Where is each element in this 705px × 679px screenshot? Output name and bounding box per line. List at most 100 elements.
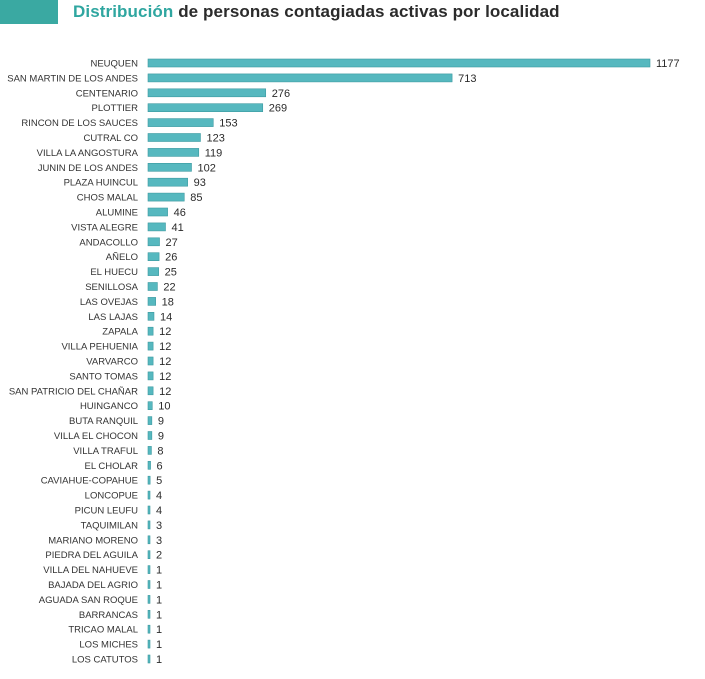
category-label: BUTA RANQUIL <box>69 416 138 427</box>
bar <box>147 177 188 187</box>
value-label: 1177 <box>656 58 680 70</box>
category-label: PLAZA HUINCUL <box>64 178 138 189</box>
bar <box>147 282 158 291</box>
category-label: SENILLOSA <box>85 282 138 293</box>
bar <box>147 609 151 619</box>
header-accent-block <box>0 0 58 24</box>
value-label: 276 <box>272 88 290 100</box>
value-label: 153 <box>219 118 237 130</box>
bar <box>147 88 267 98</box>
value-label: 27 <box>166 237 178 249</box>
value-label: 119 <box>205 147 223 159</box>
bar <box>147 639 151 649</box>
value-label: 18 <box>162 296 174 308</box>
title-accent: Distribución <box>73 2 174 21</box>
category-label: LONCOPUE <box>85 491 138 502</box>
bar <box>147 371 154 381</box>
value-label: 9 <box>158 431 164 443</box>
bar <box>147 73 453 83</box>
category-label: VILLA EL CHOCON <box>54 431 138 442</box>
value-label: 12 <box>159 371 171 383</box>
value-label: 12 <box>159 341 171 353</box>
bar <box>147 580 151 589</box>
value-label: 3 <box>156 535 162 547</box>
bar <box>147 475 151 485</box>
value-label: 1 <box>156 639 162 651</box>
value-label: 14 <box>160 311 172 323</box>
category-label: CHOS MALAL <box>77 193 138 204</box>
category-label: EL HUECU <box>90 267 138 278</box>
bar <box>147 118 214 127</box>
value-label: 102 <box>198 162 216 174</box>
bar <box>147 252 160 261</box>
value-label: 1 <box>156 580 162 592</box>
value-label: 3 <box>156 520 162 532</box>
category-label: VILLA TRAFUL <box>73 446 138 457</box>
bar <box>147 654 151 664</box>
bar <box>147 148 200 157</box>
category-label: BAJADA DEL AGRIO <box>48 580 138 591</box>
value-label: 123 <box>206 133 224 145</box>
value-label: 1 <box>156 624 162 636</box>
category-label: VILLA LA ANGOSTURA <box>37 148 139 159</box>
bar <box>147 163 192 172</box>
bar <box>147 446 152 455</box>
bar <box>147 222 166 232</box>
bar <box>147 520 151 530</box>
bar <box>147 58 651 68</box>
category-label: CUTRAL CO <box>83 133 138 144</box>
category-label: VISTA ALEGRE <box>71 222 138 233</box>
category-label: MARIANO MORENO <box>48 535 138 546</box>
value-label: 41 <box>171 222 183 234</box>
value-label: 25 <box>165 267 177 279</box>
bar <box>147 401 153 411</box>
value-label: 2 <box>156 550 162 562</box>
bar <box>147 267 159 276</box>
category-label: VILLA DEL NAHUEVE <box>43 565 138 576</box>
bar <box>147 311 155 321</box>
value-label: 4 <box>156 505 162 517</box>
value-label: 269 <box>269 103 287 115</box>
category-label: LAS LAJAS <box>88 312 138 323</box>
category-label: TAQUIMILAN <box>81 520 138 531</box>
category-label: NEUQUEN <box>90 59 138 70</box>
category-label: BARRANCAS <box>79 610 138 621</box>
bar <box>147 207 168 217</box>
category-label: LOS MICHES <box>79 640 138 651</box>
value-label: 12 <box>159 356 171 368</box>
category-label: ALUMINE <box>96 208 138 219</box>
bar <box>147 103 264 112</box>
category-label: ANDACOLLO <box>79 237 138 248</box>
value-label: 1 <box>156 654 162 666</box>
category-label: VARVARCO <box>86 357 138 368</box>
bar <box>147 431 153 440</box>
category-label: PICUN LEUFU <box>75 506 138 517</box>
category-label: TRICAO MALAL <box>68 625 138 636</box>
bar <box>147 297 156 306</box>
category-label: AÑELO <box>106 252 138 263</box>
page-title: Distribución de personas contagiadas act… <box>73 2 560 22</box>
category-label: JUNIN DE LOS ANDES <box>38 163 138 174</box>
category-label: PIEDRA DEL AGUILA <box>45 550 138 561</box>
bar <box>147 341 154 351</box>
value-label: 46 <box>174 207 186 219</box>
value-label: 26 <box>165 252 177 264</box>
value-label: 713 <box>458 73 476 85</box>
category-label: AGUADA SAN ROQUE <box>39 595 138 606</box>
bar <box>147 535 151 545</box>
category-label: ZAPALA <box>102 327 138 338</box>
value-label: 1 <box>156 565 162 577</box>
value-label: 1 <box>156 609 162 621</box>
bar <box>147 133 201 142</box>
bar <box>147 192 185 202</box>
bar <box>147 237 160 247</box>
bar <box>147 326 154 336</box>
category-label: LOS CATUTOS <box>72 655 138 666</box>
category-label: SAN MARTIN DE LOS ANDES <box>7 73 138 84</box>
bar <box>147 505 151 515</box>
value-label: 22 <box>163 282 175 294</box>
category-label: CENTENARIO <box>76 88 138 99</box>
bar <box>147 490 151 500</box>
category-label: PLOTTIER <box>92 103 139 114</box>
